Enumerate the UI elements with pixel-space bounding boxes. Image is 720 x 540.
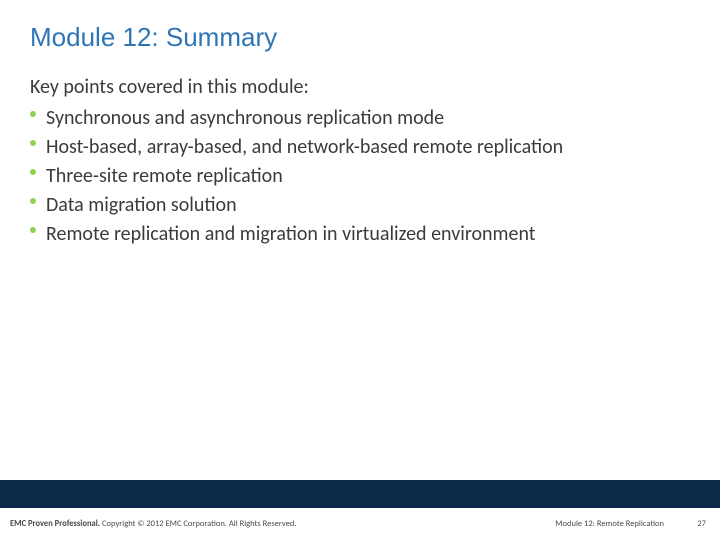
bullet-dot-icon: [30, 198, 36, 204]
bullet-dot-icon: [30, 111, 36, 117]
footer-left-bold: EMC Proven Professional.: [10, 519, 100, 529]
footer: EMC Proven Professional. Copyright © 201…: [0, 508, 720, 540]
bullet-text: Data migration solution: [46, 193, 237, 217]
bullet-dot-icon: [30, 227, 36, 233]
bullet-item: Synchronous and asynchronous replication…: [30, 105, 690, 132]
bullet-dot-icon: [30, 140, 36, 146]
footer-module: Module 12: Remote Replication: [555, 519, 664, 529]
footer-left-rest: Copyright © 2012 EMC Corporation. All Ri…: [100, 519, 296, 529]
footer-left: EMC Proven Professional. Copyright © 201…: [10, 519, 555, 529]
bullet-text: Host-based, array-based, and network-bas…: [46, 135, 563, 159]
footer-page-number: 27: [690, 519, 706, 529]
bullet-item: Remote replication and migration in virt…: [30, 221, 690, 248]
bullet-item: Host-based, array-based, and network-bas…: [30, 134, 690, 161]
footer-bar: [0, 480, 720, 508]
bullet-text: Remote replication and migration in virt…: [46, 222, 535, 246]
bullet-item: Three-site remote replication: [30, 163, 690, 190]
bullet-text: Synchronous and asynchronous replication…: [46, 106, 444, 130]
bullet-item: Data migration solution: [30, 192, 690, 219]
bullet-text: Three-site remote replication: [46, 164, 283, 188]
slide: Module 12: Summary Key points covered in…: [0, 0, 720, 540]
slide-title: Module 12: Summary: [30, 22, 690, 53]
bullet-dot-icon: [30, 169, 36, 175]
bullet-list: Synchronous and asynchronous replication…: [30, 105, 690, 248]
lead-text: Key points covered in this module:: [30, 75, 690, 99]
